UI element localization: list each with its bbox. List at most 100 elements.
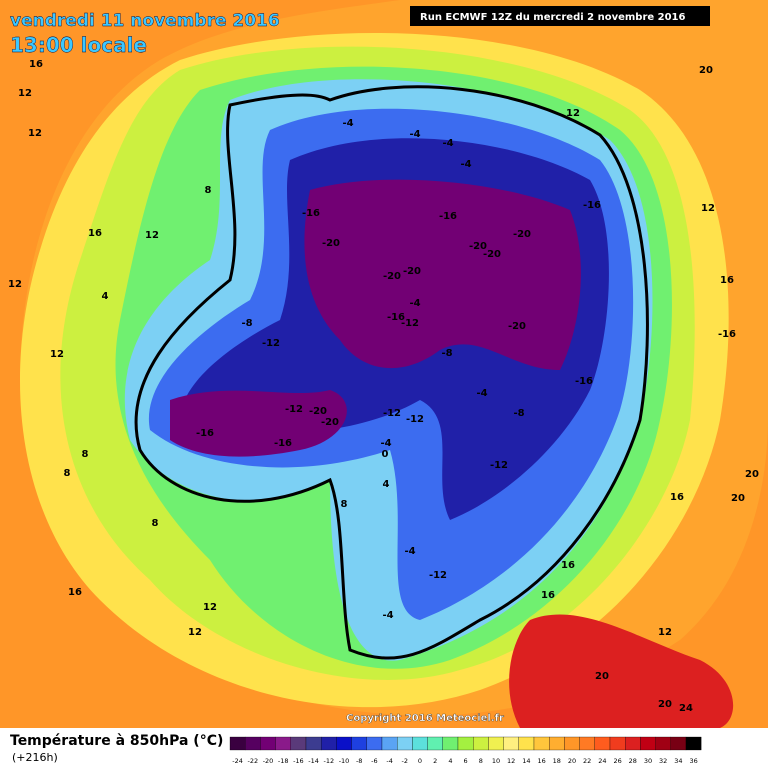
contour-label: 12 bbox=[188, 627, 202, 638]
contour-label: -16 bbox=[575, 376, 593, 387]
scale-label: 24 bbox=[598, 757, 606, 765]
scale-swatch bbox=[229, 736, 246, 751]
scale-swatch bbox=[625, 736, 641, 751]
scale-label: -14 bbox=[308, 757, 319, 765]
scale-label: 32 bbox=[659, 757, 667, 765]
scale-label: 12 bbox=[507, 757, 515, 765]
temperature-field bbox=[0, 0, 768, 728]
contour-label: -16 bbox=[718, 329, 736, 340]
scale-label: -4 bbox=[386, 757, 392, 765]
contour-label: 8 bbox=[64, 468, 71, 479]
contour-label: 20 bbox=[731, 493, 745, 504]
lead-time: (+216h) bbox=[12, 751, 58, 764]
zero-isotherm bbox=[134, 85, 649, 660]
scale-label: -12 bbox=[323, 757, 334, 765]
scale-swatch bbox=[442, 736, 459, 751]
contour-label: 20 bbox=[658, 699, 672, 710]
contour-label: -4 bbox=[442, 138, 453, 149]
date: vendredi 11 novembre 2016 bbox=[10, 11, 280, 31]
scale-label: 34 bbox=[674, 757, 682, 765]
contour-label: -4 bbox=[342, 118, 353, 129]
scale-swatch bbox=[609, 736, 626, 751]
scale-swatch bbox=[457, 736, 474, 751]
contour-label: -12 bbox=[285, 404, 303, 415]
scale-swatch bbox=[397, 736, 413, 751]
contour-label: 12 bbox=[28, 128, 42, 139]
contour-label: 12 bbox=[203, 602, 217, 613]
contour-label: 20 bbox=[595, 671, 609, 682]
contour-label: -16 bbox=[302, 208, 320, 219]
scale-label: 8 bbox=[479, 757, 483, 765]
contour-label: 20 bbox=[745, 469, 759, 480]
scale-label: 26 bbox=[613, 757, 621, 765]
scale-swatch bbox=[366, 736, 383, 751]
contour-label: -8 bbox=[441, 348, 452, 359]
scale-swatch bbox=[381, 736, 398, 751]
contour-label: 8 bbox=[205, 185, 212, 196]
scale-swatch bbox=[655, 736, 671, 751]
scale-label: 16 bbox=[537, 757, 545, 765]
scale-label: 18 bbox=[553, 757, 561, 765]
scale-swatch bbox=[260, 736, 276, 751]
scale-label: -6 bbox=[371, 757, 377, 765]
contour-label: -8 bbox=[241, 318, 252, 329]
contour-label: -12 bbox=[401, 318, 419, 329]
run-info: Run ECMWF 12Z du mercredi 2 novembre 201… bbox=[420, 12, 686, 23]
scale-label: -24 bbox=[232, 757, 243, 765]
contour-label: 12 bbox=[658, 627, 672, 638]
scale-label: -22 bbox=[247, 757, 258, 765]
contour-label: -20 bbox=[403, 266, 421, 277]
scale-label: -16 bbox=[293, 757, 304, 765]
scale-label: 22 bbox=[583, 757, 591, 765]
contour-label: 12 bbox=[8, 279, 22, 290]
scale-swatch bbox=[549, 736, 565, 751]
scale-swatch bbox=[305, 736, 322, 751]
contour-label: 24 bbox=[679, 703, 693, 714]
contour-label: -4 bbox=[409, 298, 420, 309]
contour-label: 16 bbox=[541, 590, 555, 601]
scale-swatch bbox=[351, 736, 367, 751]
scale-swatch bbox=[594, 736, 611, 751]
scale-label: 28 bbox=[629, 757, 637, 765]
contour-label: -12 bbox=[406, 414, 424, 425]
contour-label: 8 bbox=[152, 518, 159, 529]
scale-label: 36 bbox=[689, 757, 697, 765]
scale-label: 6 bbox=[464, 757, 468, 765]
scale-swatch bbox=[245, 736, 261, 751]
contour-label: 16 bbox=[720, 275, 734, 286]
scale-swatch bbox=[518, 736, 535, 751]
run-box bbox=[410, 6, 710, 26]
copyright: Copyright 2016 Meteociel.fr bbox=[346, 713, 504, 724]
contour-label: 12 bbox=[18, 88, 32, 99]
contour-label: -4 bbox=[380, 438, 391, 449]
scale-swatch bbox=[670, 736, 687, 751]
contour-label: 8 bbox=[341, 499, 348, 510]
scale-swatch bbox=[640, 736, 656, 751]
contour-label: 4 bbox=[102, 291, 109, 302]
contour-labels: 1612121612812412888161212-4-4-4-4-4-16-2… bbox=[8, 59, 759, 714]
contour-label: -4 bbox=[409, 129, 420, 140]
scale-label: 14 bbox=[522, 757, 530, 765]
contour-label: -8 bbox=[513, 408, 524, 419]
contour-label: -12 bbox=[490, 460, 508, 471]
contour-label: 16 bbox=[670, 492, 684, 503]
contour-label: -12 bbox=[429, 570, 447, 581]
scale-swatch bbox=[564, 736, 580, 751]
scale-label: -8 bbox=[356, 757, 362, 765]
contour-label: -4 bbox=[476, 388, 487, 399]
contour-label: 16 bbox=[88, 228, 102, 239]
contour-label: -20 bbox=[383, 271, 401, 282]
scale-label: -18 bbox=[278, 757, 289, 765]
scale-label: 4 bbox=[448, 757, 452, 765]
scale-swatch bbox=[533, 736, 550, 751]
contour-label: 12 bbox=[566, 108, 580, 119]
contour-label: -4 bbox=[460, 159, 471, 170]
scale-label: 0 bbox=[418, 757, 422, 765]
scale-swatch bbox=[685, 736, 702, 751]
legend-title: Température à 850hPa (°C) bbox=[10, 733, 223, 749]
scale-swatch bbox=[412, 736, 428, 751]
contour-label: 8 bbox=[82, 449, 89, 460]
scale-swatch bbox=[473, 736, 489, 751]
scale-swatch bbox=[290, 736, 307, 751]
